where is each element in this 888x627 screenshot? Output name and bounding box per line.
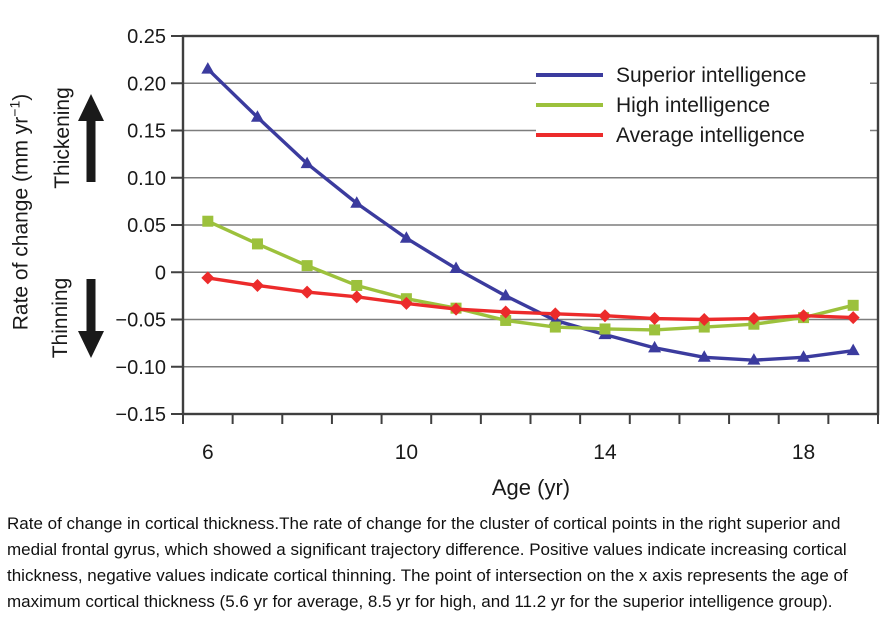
legend-item-average-intelligence: Average intelligence <box>536 122 870 148</box>
x-axis-title: Age (yr) <box>491 475 571 500</box>
y-tick-label: 0 <box>155 262 166 284</box>
figure-caption: Rate of change in cortical thickness.The… <box>7 514 848 611</box>
legend-swatch-average-line <box>536 133 603 137</box>
marker-diamond-average <box>399 296 413 310</box>
series-line-high <box>206 219 855 332</box>
legend-label-high: High intelligence <box>616 93 771 117</box>
marker-diamond-average <box>449 302 463 316</box>
marker-square-high <box>251 238 263 250</box>
marker-diamond-average <box>697 313 711 326</box>
x-tick-label: 10 <box>395 441 418 464</box>
marker-diamond-average <box>300 285 314 299</box>
y-tick-label: 0.20 <box>127 73 166 95</box>
legend-item-superior-intelligence: Superior intelligence <box>536 62 870 88</box>
x-tick-label: 18 <box>792 441 815 464</box>
y-tick-label: −0.05 <box>115 310 166 332</box>
marker-triangle-superior <box>499 288 513 301</box>
marker-diamond-average <box>797 309 811 323</box>
marker-square-high <box>301 260 313 272</box>
legend-label-superior: Superior intelligence <box>616 63 807 87</box>
marker-diamond-average <box>548 307 562 321</box>
marker-triangle-superior <box>648 340 662 353</box>
marker-square-high <box>649 324 661 336</box>
marker-diamond-average <box>747 312 761 326</box>
marker-square-high <box>549 321 561 333</box>
marker-diamond-average <box>499 305 513 319</box>
marker-triangle-superior <box>747 353 761 365</box>
marker-triangle-superior <box>449 261 463 273</box>
line-chart: 0.25 0.20 0.15 0.10 0.05 0 −0.05 −0.10 −0.15 6 10 1… <box>115 26 880 464</box>
marker-square-high <box>698 321 710 333</box>
series-line-superior <box>206 67 855 362</box>
marker-triangle-superior <box>846 343 860 356</box>
legend-item-high-intelligence: High intelligence <box>536 92 870 118</box>
marker-triangle-superior <box>250 110 264 122</box>
marker-triangle-superior <box>201 62 215 74</box>
legend-swatch-high-line <box>536 103 603 107</box>
marker-triangle-superior <box>300 156 314 169</box>
y-tick-label: 0.10 <box>127 168 166 190</box>
marker-square-high <box>599 323 611 335</box>
y-tick-label: 0.15 <box>127 121 166 143</box>
marker-square-high <box>351 279 363 291</box>
marker-diamond-average <box>201 271 215 285</box>
marker-square-high <box>847 299 859 311</box>
legend-swatch-superior-line <box>536 73 603 77</box>
marker-square-high <box>202 215 214 227</box>
marker-square-high <box>500 314 512 326</box>
x-tick-label: 6 <box>202 441 214 464</box>
chart-legend: Superior intelligence High intelligence … <box>536 58 870 152</box>
marker-triangle-superior <box>697 350 711 362</box>
x-tick-label: 14 <box>593 441 617 464</box>
y-tick-label: −0.10 <box>115 357 166 379</box>
thinning-down-arrow-icon <box>78 279 104 358</box>
marker-triangle-superior <box>399 231 413 243</box>
y-tick-label: 0.25 <box>127 26 166 48</box>
y-tick-label: −0.15 <box>115 404 166 426</box>
marker-diamond-average <box>250 278 264 292</box>
marker-diamond-average <box>598 309 612 323</box>
thickening-up-arrow-icon <box>78 94 104 182</box>
y-tick-label: 0.05 <box>127 215 166 237</box>
marker-diamond-average <box>648 312 662 326</box>
marker-triangle-superior <box>350 196 364 208</box>
marker-diamond-average <box>350 290 364 304</box>
marker-diamond-average <box>846 311 860 325</box>
plot-border <box>181 34 880 416</box>
legend-label-average: Average intelligence <box>616 123 805 147</box>
series-line-average <box>206 276 855 322</box>
marker-triangle-superior <box>797 350 811 362</box>
